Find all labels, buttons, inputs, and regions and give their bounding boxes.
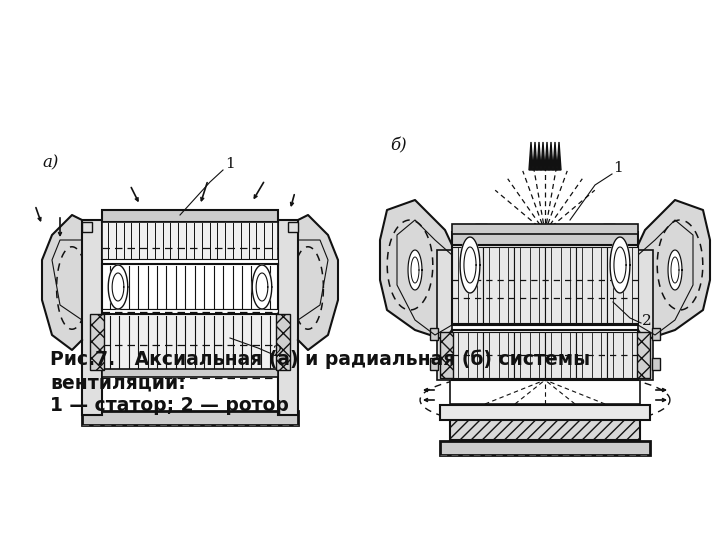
Polygon shape (108, 265, 127, 309)
Bar (102, 314, 278, 370)
Bar (607, 247, 638, 323)
Polygon shape (252, 265, 271, 309)
Bar (278, 220, 298, 415)
Bar (440, 405, 650, 420)
Bar (440, 441, 650, 455)
Bar (603, 224, 615, 232)
Bar (637, 332, 650, 378)
Bar (638, 250, 653, 380)
Polygon shape (549, 142, 553, 170)
Text: 1: 1 (613, 161, 623, 175)
Polygon shape (541, 142, 545, 170)
Bar (452, 245, 638, 325)
Bar (652, 328, 660, 340)
Polygon shape (557, 142, 561, 170)
Bar (102, 264, 278, 310)
Bar (576, 332, 607, 378)
Bar (102, 259, 278, 265)
Bar (607, 332, 638, 378)
Bar (450, 418, 640, 440)
Bar (475, 224, 487, 232)
Bar (430, 328, 438, 340)
Bar (82, 411, 298, 425)
Bar (82, 222, 92, 232)
Text: Рис.7.   Аксиальная (а) и радиальная (б) системы: Рис.7. Аксиальная (а) и радиальная (б) с… (50, 349, 590, 369)
Bar (483, 332, 514, 378)
Bar (452, 330, 638, 380)
Bar (452, 332, 483, 378)
Text: 2: 2 (273, 345, 283, 359)
Bar (576, 247, 607, 323)
Bar (483, 247, 514, 323)
Polygon shape (545, 142, 549, 170)
Bar (430, 358, 438, 370)
Bar (545, 332, 576, 378)
Bar (102, 369, 278, 377)
Bar (452, 247, 483, 323)
Text: 1 — статор; 2 — ротор: 1 — статор; 2 — ротор (50, 396, 289, 415)
Polygon shape (533, 142, 537, 170)
Bar (276, 314, 290, 370)
Bar (545, 247, 576, 323)
Bar (514, 247, 545, 323)
Polygon shape (408, 250, 422, 290)
Bar (452, 224, 638, 234)
Polygon shape (610, 237, 630, 293)
Polygon shape (638, 200, 710, 340)
Bar (440, 332, 453, 378)
Text: 2: 2 (642, 314, 652, 328)
Polygon shape (460, 237, 480, 293)
Bar (288, 222, 298, 232)
Polygon shape (42, 215, 82, 350)
Bar (90, 314, 104, 370)
Bar (102, 222, 278, 260)
Polygon shape (553, 142, 557, 170)
Bar (82, 220, 102, 415)
Text: вентиляции:: вентиляции: (50, 373, 186, 392)
Polygon shape (537, 142, 541, 170)
Bar (450, 374, 640, 404)
Bar (437, 250, 452, 380)
Polygon shape (380, 200, 452, 340)
Polygon shape (529, 142, 533, 170)
Bar (452, 232, 638, 245)
Text: б): б) (390, 137, 407, 154)
Bar (102, 309, 278, 314)
Bar (514, 332, 545, 378)
Bar (652, 358, 660, 370)
Text: а): а) (42, 154, 58, 171)
Polygon shape (298, 215, 338, 350)
Bar (102, 210, 278, 222)
Text: 1: 1 (225, 157, 235, 171)
Polygon shape (668, 250, 682, 290)
